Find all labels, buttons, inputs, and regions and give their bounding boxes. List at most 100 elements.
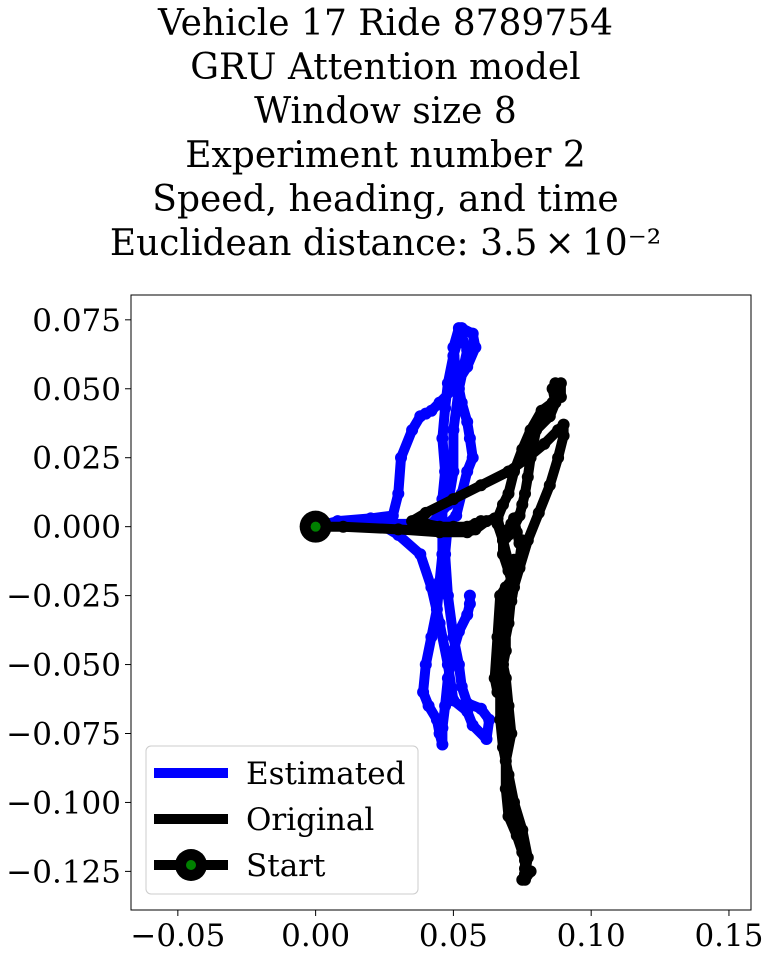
series-point-estimated	[455, 396, 468, 409]
y-tick-label: −0.100	[6, 785, 121, 821]
series-point-estimated	[406, 424, 419, 437]
title-line-2: GRU Attention model	[190, 47, 581, 88]
series-point-estimated	[425, 404, 438, 417]
series-point-original	[502, 465, 515, 478]
series-point-original	[543, 479, 556, 492]
series-point-original	[502, 699, 515, 712]
series-point-estimated	[392, 487, 405, 500]
y-tick-label: −0.025	[6, 579, 121, 615]
series-point-estimated	[461, 608, 474, 621]
y-tick-label: −0.075	[6, 716, 121, 752]
series-point-original	[521, 851, 534, 864]
series-point-original	[502, 768, 515, 781]
series-layer	[299, 322, 570, 886]
legend-label-original: Original	[246, 802, 374, 838]
series-point-estimated	[417, 686, 430, 699]
series-point-original	[475, 479, 487, 492]
series-point-original	[521, 471, 534, 483]
legend-label-estimated: Estimated	[246, 756, 405, 792]
title-line-5: Speed, heading, and time	[152, 179, 619, 220]
x-tick-label: −0.05	[130, 918, 225, 954]
series-point-estimated	[439, 465, 452, 478]
series-point-original	[475, 515, 487, 528]
y-tick-label: 0.050	[32, 372, 121, 408]
series-point-original	[521, 534, 534, 547]
series-point-original	[433, 520, 446, 533]
y-tick-label: −0.125	[6, 854, 121, 890]
series-point-original	[491, 631, 504, 643]
series-point-original	[552, 424, 565, 437]
y-tick-label: −0.050	[6, 648, 121, 684]
series-point-estimated	[466, 451, 479, 464]
legend-label-start: Start	[246, 848, 326, 884]
series-point-estimated	[441, 672, 454, 685]
series-point-estimated	[441, 658, 454, 671]
series-point-estimated	[463, 597, 476, 610]
series-point-estimated	[433, 617, 446, 630]
series-point-original	[513, 562, 526, 574]
y-tick-label: 0.025	[32, 441, 121, 477]
series-point-estimated	[461, 360, 474, 373]
y-axis: 0.075 0.050 0.025 0.000 −0.025 −0.050 −0.075 −0…	[6, 303, 131, 890]
y-tick-label: 0.000	[32, 510, 121, 546]
x-tick-label: 0.10	[557, 918, 626, 954]
series-point-original	[530, 424, 543, 437]
series-point-estimated	[386, 509, 399, 522]
axes-frame	[130, 294, 752, 911]
series-point-estimated	[450, 509, 463, 522]
series-point-original	[419, 517, 432, 530]
series-point-estimated	[439, 699, 452, 712]
series-point-estimated	[447, 349, 460, 362]
series-point-original	[419, 506, 432, 519]
series-point-estimated	[433, 575, 446, 588]
series-point-original	[502, 556, 515, 569]
series-point-estimated	[455, 322, 468, 335]
series-point-estimated	[463, 589, 476, 602]
series-point-estimated	[452, 658, 465, 671]
series-point-original	[516, 498, 529, 511]
series-point-original	[549, 396, 562, 409]
title-line-3: Window size 8	[254, 91, 517, 132]
series-point-estimated	[483, 713, 496, 726]
series-point-estimated	[466, 327, 479, 340]
series-point-estimated	[447, 341, 460, 354]
series-point-estimated	[364, 512, 377, 525]
legend: Estimated Original Start	[145, 745, 419, 895]
series-point-original	[497, 498, 509, 511]
series-point-estimated	[447, 644, 460, 657]
series-point-estimated	[461, 705, 474, 718]
series-point-original	[447, 520, 460, 533]
x-axis: −0.05 0.00 0.05 0.10 0.15	[130, 910, 763, 954]
series-point-original	[494, 713, 507, 726]
series-point-original	[502, 617, 515, 630]
series-point-estimated	[436, 738, 449, 751]
series-point-original	[497, 644, 509, 657]
series-point-estimated	[461, 697, 474, 710]
series-point-estimated	[414, 548, 427, 561]
series-point-estimated	[469, 341, 482, 354]
series-point-estimated	[461, 415, 474, 428]
series-point-original	[499, 603, 512, 616]
series-point-original	[497, 741, 509, 754]
legend-box	[145, 745, 419, 895]
series-point-original	[538, 437, 551, 450]
series-point-estimated	[395, 451, 407, 464]
series-point-original	[502, 487, 515, 500]
series-point-estimated	[466, 719, 479, 732]
series-point-estimated	[461, 465, 474, 478]
title-line-1: Vehicle 17 Ride 8789754	[157, 3, 614, 44]
title-line-6: Euclidean distance: 3.5 × 10⁻²	[109, 223, 662, 264]
series-point-original	[505, 727, 518, 740]
series-point-original	[491, 512, 504, 525]
series-point-estimated	[419, 658, 432, 671]
title-line-4: Experiment number 2	[185, 135, 586, 176]
series-point-estimated	[436, 722, 449, 734]
series-point-original	[502, 810, 515, 823]
series-point-original	[491, 686, 504, 699]
series-point-original	[519, 868, 531, 881]
series-point-estimated	[447, 424, 460, 437]
series-point-estimated	[480, 733, 493, 745]
series-point-original	[516, 824, 529, 836]
y-tick-label: 0.075	[32, 303, 121, 339]
